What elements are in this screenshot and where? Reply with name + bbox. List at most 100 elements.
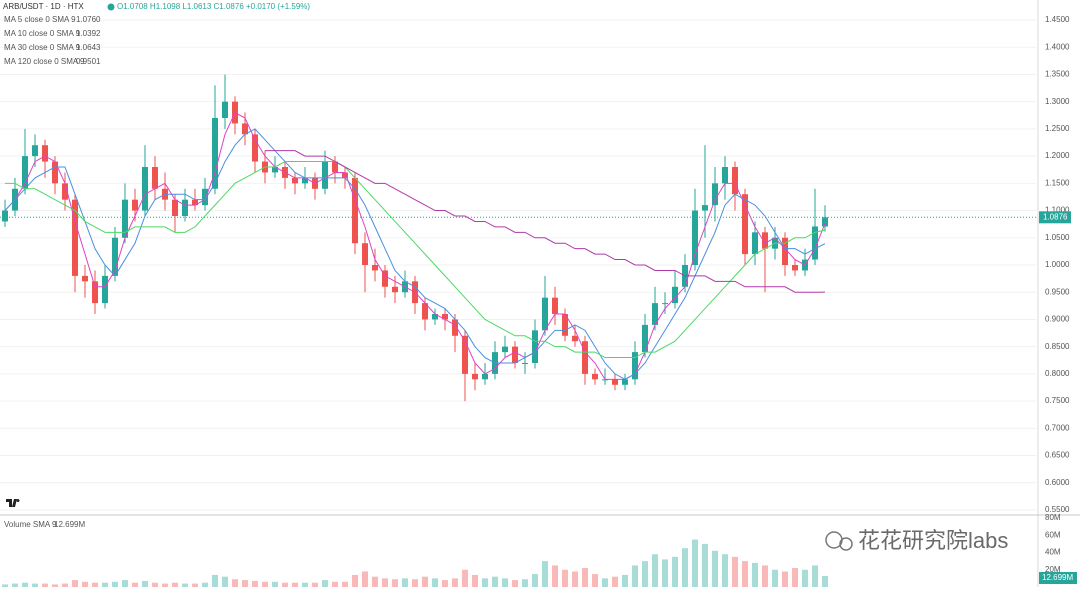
volume-bar <box>92 582 98 587</box>
y-tick-label: 0.5500 <box>1045 505 1070 514</box>
volume-bar <box>362 571 368 587</box>
candle-body <box>482 373 488 380</box>
volume-bar <box>132 582 138 587</box>
volume-bar <box>142 580 148 587</box>
volume-bar <box>522 579 528 587</box>
candle-body <box>652 303 658 325</box>
volume-bar <box>32 583 38 587</box>
candle-body <box>742 194 748 255</box>
volume-bar <box>682 548 688 587</box>
candle-body <box>192 199 198 206</box>
volume-bar <box>72 580 78 587</box>
volume-bar <box>122 580 128 587</box>
candle-body <box>182 199 188 216</box>
candle-body <box>782 237 788 265</box>
volume-bar <box>12 583 18 587</box>
candle-body <box>542 297 548 331</box>
candle-body <box>372 265 378 271</box>
candle-body <box>342 172 348 178</box>
volume-legend: Volume SMA 9 <box>4 520 57 529</box>
candle-body <box>812 226 818 260</box>
volume-bar <box>312 582 318 587</box>
candle-body <box>172 199 178 216</box>
candle-body <box>582 341 588 374</box>
volume-bar <box>482 578 488 587</box>
volume-bar <box>22 582 28 587</box>
volume-bar <box>512 580 518 587</box>
candle-body <box>522 363 528 364</box>
volume-bar <box>252 580 258 587</box>
volume-bar <box>302 582 308 587</box>
y-tick-label: 0.7000 <box>1045 423 1070 432</box>
volume-bar <box>532 574 538 587</box>
y-tick-label: 1.3000 <box>1045 97 1070 106</box>
volume-bar <box>282 582 288 587</box>
status-dot <box>107 3 115 11</box>
candle-body <box>512 346 518 363</box>
volume-tick-label: 80M <box>1045 513 1061 522</box>
volume-bar <box>102 582 108 587</box>
candle-body <box>662 303 668 305</box>
ma-line <box>4 128 826 380</box>
y-tick-label: 0.6500 <box>1045 451 1070 460</box>
candle-body <box>252 134 258 162</box>
candle-body <box>452 319 458 336</box>
volume-bar <box>52 584 58 587</box>
volume-bar <box>792 568 798 587</box>
volume-bar <box>62 583 68 587</box>
tv-logo <box>6 499 20 507</box>
volume-bar <box>172 582 178 587</box>
volume-tag-label: 12.699M <box>1042 573 1073 582</box>
volume-bar <box>772 569 778 587</box>
volume-bar <box>502 578 508 587</box>
volume-bar <box>222 576 228 587</box>
candle-body <box>292 177 298 184</box>
candle-body <box>462 335 468 374</box>
volume-bar <box>322 580 328 587</box>
volume-bar <box>412 579 418 587</box>
volume-bar <box>662 559 668 587</box>
candle-body <box>22 156 28 189</box>
volume-bar <box>472 574 478 587</box>
volume-bar <box>492 576 498 587</box>
volume-bar <box>802 569 808 587</box>
moving-averages <box>0 111 1038 380</box>
candle-body <box>392 286 398 293</box>
volume-tick-label: 60M <box>1045 530 1061 539</box>
volume-bar <box>292 582 298 587</box>
candle-body <box>712 183 718 206</box>
volume-bar <box>542 561 548 587</box>
volume-bar <box>422 576 428 587</box>
candle-body <box>72 199 78 276</box>
volume-bar <box>242 580 248 587</box>
volume-bar <box>352 574 358 587</box>
watermark-icon <box>825 531 853 551</box>
candle-body <box>102 275 108 304</box>
candle-body <box>432 314 438 320</box>
candle-body <box>792 265 798 271</box>
candle-body <box>572 335 578 342</box>
candle-body <box>332 161 338 173</box>
volume-bar <box>342 581 348 587</box>
y-tick-label: 1.4000 <box>1045 42 1070 51</box>
candle-body <box>762 232 768 249</box>
candle-body <box>202 188 208 206</box>
ma-legend-value: 1.0392 <box>76 29 101 38</box>
candle-body <box>112 237 118 276</box>
candle-body <box>132 199 138 211</box>
candle-body <box>732 167 738 195</box>
volume-bar <box>82 581 88 587</box>
candle-body <box>272 167 278 173</box>
candle-body <box>302 177 308 184</box>
candle-body <box>212 118 218 189</box>
ma-legend-name: MA 30 close 0 SMA 9 <box>4 43 81 52</box>
volume-bar <box>612 576 618 587</box>
candle-body <box>92 281 98 304</box>
volume-bar <box>782 571 788 587</box>
volume-bar <box>152 582 158 587</box>
candle-body <box>142 167 148 211</box>
volume-bar <box>712 550 718 587</box>
ma-legend-name: MA 5 close 0 SMA 9 <box>4 15 76 24</box>
ma-legend-value: 1.0643 <box>76 43 101 52</box>
volume-bar <box>212 574 218 587</box>
